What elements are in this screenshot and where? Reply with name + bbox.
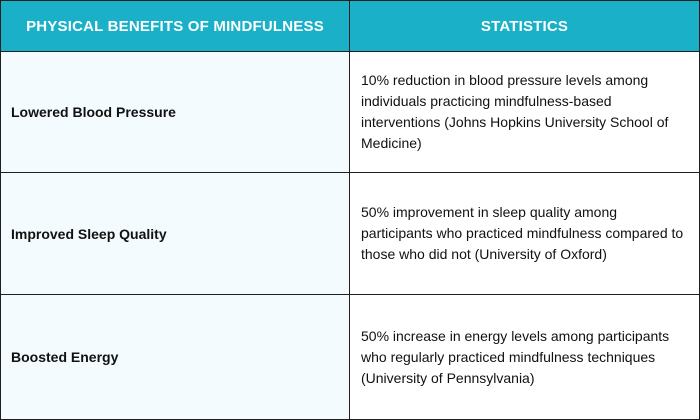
statistic-cell: 10% reduction in blood pressure levels a… bbox=[350, 52, 699, 172]
header-statistics: STATISTICS bbox=[480, 17, 569, 35]
benefit-cell: Lowered Blood Pressure bbox=[1, 52, 350, 172]
benefit-cell: Boosted Energy bbox=[1, 295, 350, 419]
table-row: Improved Sleep Quality 50% improvement i… bbox=[1, 173, 699, 295]
header-benefit: PHYSICAL BENEFITS OF MINDFULNESS bbox=[1, 1, 350, 51]
benefit-cell: Improved Sleep Quality bbox=[1, 173, 350, 294]
statistic-cell: 50% increase in energy levels among part… bbox=[350, 295, 699, 419]
table-row: Lowered Blood Pressure 10% reduction in … bbox=[1, 52, 699, 173]
statistic-cell: 50% improvement in sleep quality among p… bbox=[350, 173, 699, 294]
table-header-row: PHYSICAL BENEFITS OF MINDFULNESS STATIST… bbox=[1, 1, 699, 52]
table-row: Boosted Energy 50% increase in energy le… bbox=[1, 295, 699, 419]
